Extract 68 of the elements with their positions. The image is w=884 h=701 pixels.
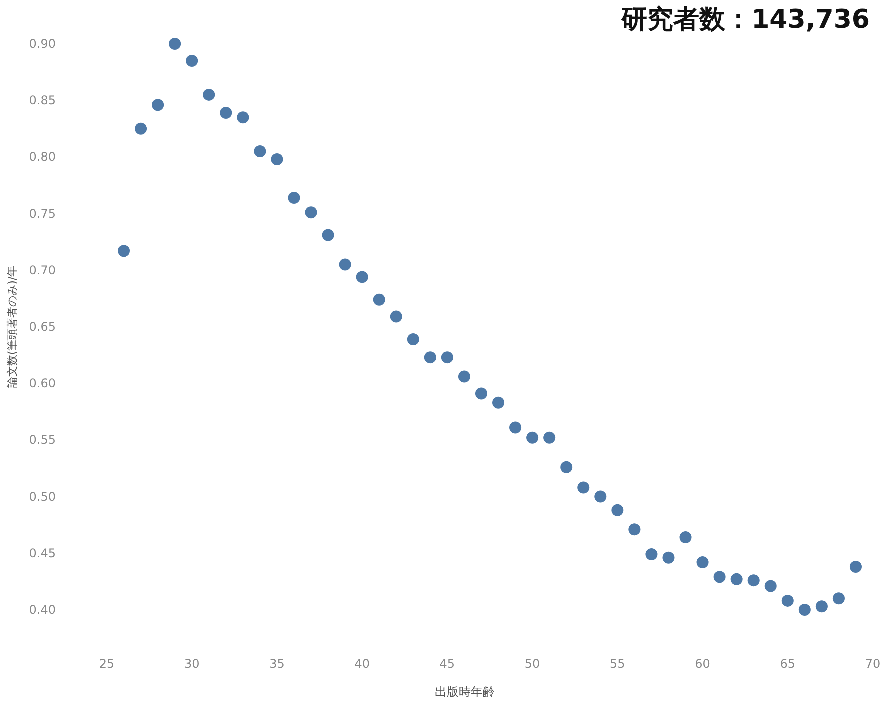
y-tick-label: 0.60	[29, 376, 56, 391]
point	[322, 229, 334, 242]
point	[594, 490, 607, 503]
x-tick-label: 65	[780, 657, 796, 671]
point	[424, 352, 436, 364]
point	[730, 573, 743, 586]
point	[288, 192, 300, 204]
x-tick-label: 45	[440, 657, 456, 671]
point	[458, 370, 470, 383]
point	[646, 548, 658, 561]
y-tick-label: 0.85	[29, 94, 56, 108]
point	[662, 552, 675, 564]
point	[390, 310, 402, 323]
point	[764, 580, 777, 592]
y-tick-label: 0.55	[29, 433, 56, 448]
point	[832, 592, 845, 605]
y-tick-label: 0.50	[29, 490, 56, 504]
point	[237, 112, 250, 124]
point	[152, 99, 164, 112]
y-tick-label: 0.75	[29, 206, 56, 221]
y-tick-label: 0.65	[29, 320, 56, 334]
point	[510, 422, 522, 434]
point	[186, 54, 198, 67]
x-tick-label: 60	[695, 657, 710, 671]
point	[475, 388, 488, 400]
point	[798, 604, 811, 616]
point	[628, 524, 641, 536]
point	[816, 600, 828, 613]
y-tick-label: 0.90	[29, 37, 56, 51]
point	[560, 461, 573, 474]
x-tick-label: 50	[524, 657, 540, 671]
point	[782, 594, 794, 607]
point	[680, 532, 692, 544]
point	[135, 122, 148, 135]
chart-title: 研究者数：143,736	[620, 5, 870, 35]
x-tick-label: 35	[270, 657, 285, 671]
x-tick-label: 25	[99, 657, 115, 671]
point	[612, 504, 624, 516]
point	[748, 574, 760, 587]
point	[203, 88, 216, 101]
point	[407, 333, 420, 346]
point	[305, 206, 318, 219]
y-tick-label: 0.45	[29, 546, 56, 560]
point	[441, 352, 454, 364]
point	[544, 432, 556, 444]
point	[118, 245, 130, 258]
x-tick-label: 30	[184, 657, 200, 671]
y-tick-label: 0.40	[29, 603, 56, 617]
x-tick-label: 40	[354, 657, 370, 671]
x-tick-label: 55	[610, 657, 626, 671]
x-axis-title: 出版時年齢	[435, 685, 495, 699]
point	[220, 107, 232, 120]
y-tick-label: 0.80	[29, 150, 56, 164]
x-tick-label: 70	[865, 657, 881, 671]
point	[578, 482, 590, 494]
y-axis-title: 論文数(筆頭著者のみ)/年	[6, 266, 19, 388]
point	[373, 294, 386, 306]
y-tick-label: 0.70	[29, 263, 56, 278]
point	[492, 396, 505, 409]
point	[526, 432, 539, 444]
point	[169, 38, 182, 50]
point	[356, 271, 368, 284]
point	[850, 560, 862, 573]
point	[714, 571, 726, 584]
point	[271, 153, 284, 166]
point	[254, 146, 266, 158]
point	[696, 556, 709, 568]
point	[339, 258, 352, 271]
